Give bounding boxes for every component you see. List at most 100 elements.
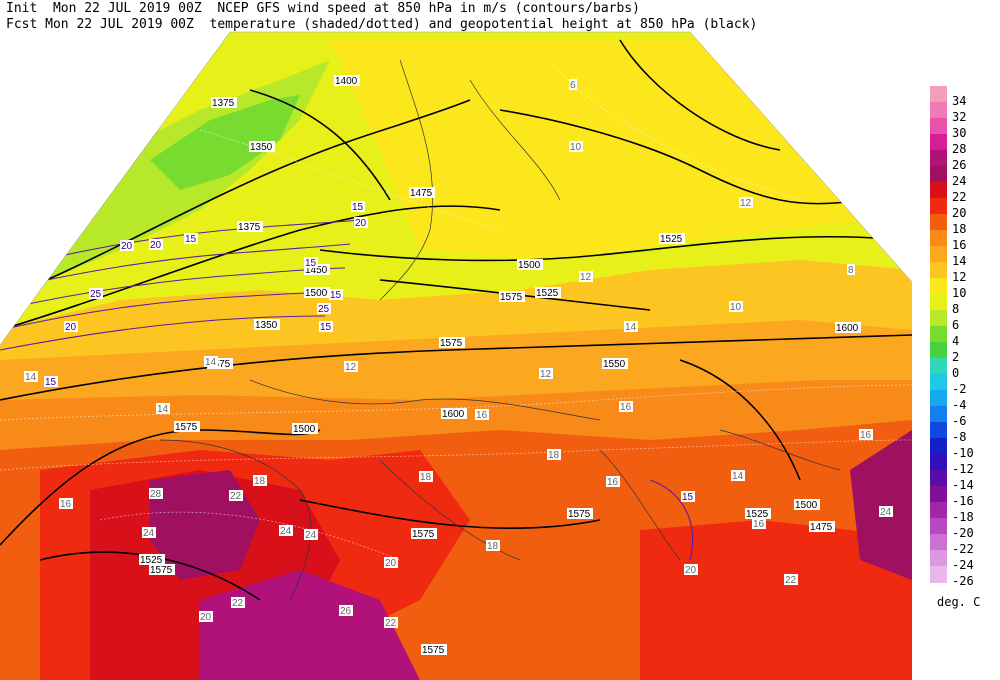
- legend-row: -6: [930, 406, 1000, 427]
- legend-swatch: [930, 310, 947, 327]
- temp-contour-label: 14: [625, 322, 637, 333]
- legend-swatch: [930, 86, 947, 103]
- temp-contour-label: 14: [732, 471, 744, 482]
- height-contour-label: 1550: [603, 359, 626, 370]
- temp-contour-label: 14: [157, 404, 169, 415]
- height-contour-label-bg: [535, 287, 561, 298]
- legend-swatch: [930, 198, 947, 215]
- legend-label: 4: [952, 334, 960, 348]
- temp-contour-label-bg: [204, 356, 218, 367]
- wind-contour-label-bg: [329, 289, 343, 300]
- height-contour-label: 1450: [305, 265, 328, 276]
- height-contour-label-bg: [745, 508, 771, 519]
- temp-contour-label-bg: [59, 498, 73, 509]
- temp-contour-label: 12: [740, 198, 752, 209]
- temp-contour-label: 22: [785, 575, 797, 586]
- height-contour-label-bg: [139, 554, 165, 565]
- legend-row: -24: [930, 550, 1000, 571]
- height-contour-label-bg: [409, 187, 435, 198]
- temp-contour-label-bg: [684, 564, 698, 575]
- wind-contour-label: 20: [121, 241, 133, 252]
- legend-label: -10: [952, 446, 974, 460]
- legend-label: 24: [952, 174, 967, 188]
- temp-contour-label: 16: [860, 430, 872, 441]
- legend-swatch: [930, 534, 947, 551]
- wind-contour-label-bg: [351, 201, 365, 212]
- wind-contour-label: 15: [185, 234, 197, 245]
- height-contour-label-bg: [149, 564, 175, 575]
- legend-row: -4: [930, 390, 1000, 411]
- legend-row: 26: [930, 150, 1000, 171]
- legend-row: -20: [930, 518, 1000, 539]
- temp-contour-label: 20: [200, 612, 212, 623]
- legend-label: 2: [952, 350, 960, 364]
- legend-label: -12: [952, 462, 974, 476]
- wind-contour-label: 15: [352, 202, 364, 213]
- legend-row: 18: [930, 214, 1000, 235]
- legend-row: 24: [930, 166, 1000, 187]
- temp-contour-label-bg: [539, 368, 553, 379]
- legend-swatch: [930, 486, 947, 503]
- wind-contour-label: 20: [150, 240, 162, 251]
- legend-swatch: [930, 278, 947, 295]
- legend-row: -16: [930, 486, 1000, 507]
- height-contour-label-bg: [292, 423, 318, 434]
- legend-label: 8: [952, 302, 960, 316]
- temp-contour-label-bg: [624, 321, 638, 332]
- wind-contour-label-bg: [354, 217, 368, 228]
- height-contour-label-bg: [304, 264, 330, 275]
- legend-row: 12: [930, 262, 1000, 283]
- legend-swatch: [930, 550, 947, 567]
- legend-swatch: [930, 358, 947, 375]
- legend-label: 0: [952, 366, 960, 380]
- height-contour-label: 1575: [175, 422, 198, 433]
- temp-contour-label: 24: [143, 528, 155, 539]
- temp-contour-label: 28: [150, 489, 162, 500]
- temp-contour-label-bg: [253, 475, 267, 486]
- legend-row: -18: [930, 502, 1000, 523]
- temp-contour-label: 24: [880, 507, 892, 518]
- temp-contours: [0, 59, 912, 561]
- temp-contour-label: 16: [620, 402, 632, 413]
- header-line-forecast: Fcst Mon 22 JUL 2019 00Z temperature (sh…: [6, 17, 758, 32]
- height-contour-label: 1600: [442, 409, 465, 420]
- legend-row: 8: [930, 294, 1000, 315]
- height-contour-label-bg: [254, 319, 280, 330]
- height-contour-label: 1575: [422, 645, 445, 656]
- temp-contour-label: 22: [230, 491, 242, 502]
- wind-contour-label: 15: [45, 377, 57, 388]
- height-contour-label-bg: [602, 358, 628, 369]
- wind-contour-label-bg: [304, 257, 318, 268]
- legend-swatch: [930, 342, 947, 359]
- legend-swatch: [930, 118, 947, 135]
- legend-row: -26: [930, 566, 1000, 587]
- temp-contour-label: 18: [420, 472, 432, 483]
- height-contour-label: 1525: [746, 509, 769, 520]
- temp-contour-label-bg: [156, 403, 170, 414]
- temp-contour-label-bg: [606, 476, 620, 487]
- height-contour-label-bg: [659, 233, 685, 244]
- legend-row: 32: [930, 102, 1000, 123]
- legend-label: 32: [952, 110, 967, 124]
- temp-contour-label: 16: [607, 477, 619, 488]
- legend-row: 10: [930, 278, 1000, 299]
- temp-contour-label: 12: [540, 369, 552, 380]
- height-contour-label: 1600: [836, 323, 859, 334]
- height-contour-label: 1500: [518, 260, 541, 271]
- wind-contour-label-bg: [120, 240, 134, 251]
- wind-contour-label: 15: [330, 290, 342, 301]
- wind-contour-label-bg: [681, 491, 695, 502]
- temp-contour-label-bg: [486, 540, 500, 551]
- height-contours: [0, 39, 912, 601]
- temp-band-10: [330, 40, 860, 260]
- wind-contour-label: 25: [90, 289, 102, 300]
- legend-swatch: [930, 294, 947, 311]
- legend-label: -14: [952, 478, 974, 492]
- legend-label: -6: [952, 414, 967, 428]
- height-contour-label-bg: [4, 261, 30, 272]
- legend-label: 16: [952, 238, 967, 252]
- legend-swatch: [930, 438, 947, 455]
- legend-swatch: [930, 166, 947, 183]
- legend-row: 34: [930, 86, 1000, 107]
